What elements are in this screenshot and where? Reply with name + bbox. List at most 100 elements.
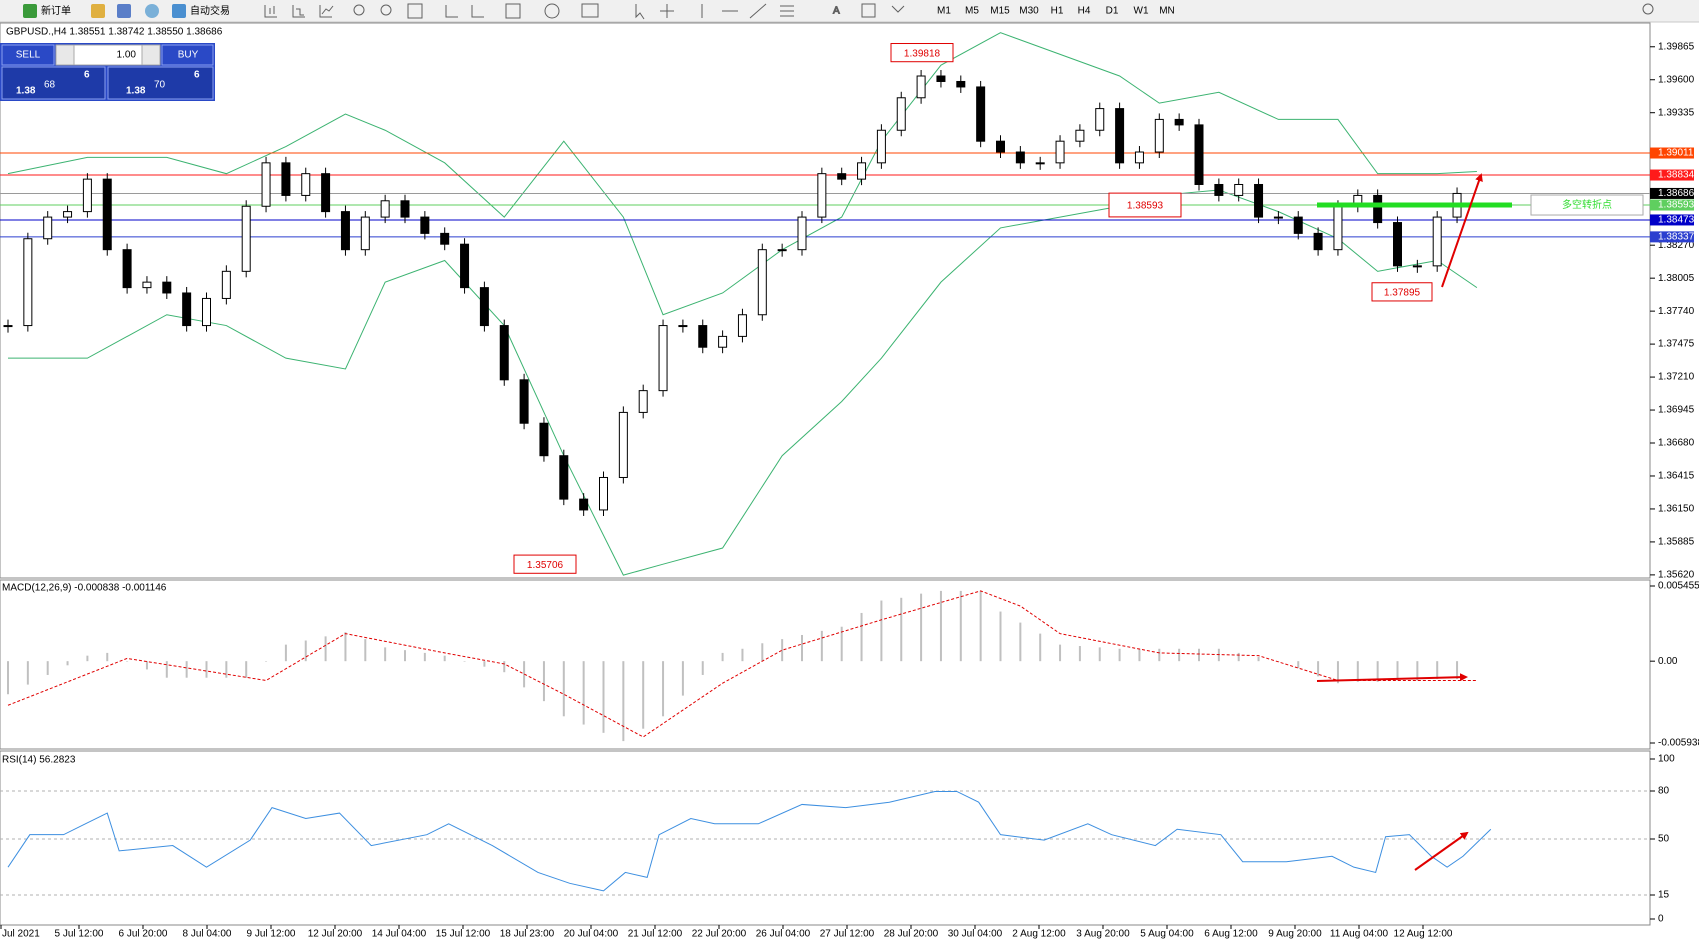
macd-histogram-bar bbox=[721, 652, 724, 662]
drawing-tools: A bbox=[264, 3, 1654, 20]
timeframe-button[interactable]: M5 bbox=[965, 6, 979, 17]
candle-icon[interactable] bbox=[292, 5, 305, 18]
lot-up[interactable] bbox=[141, 44, 161, 66]
cursor-icon[interactable] bbox=[635, 4, 645, 20]
macd-histogram-bar bbox=[523, 661, 526, 688]
y-tick-label: 1.36415 bbox=[1658, 471, 1695, 482]
sell-button[interactable] bbox=[1, 44, 55, 66]
templates-icon[interactable] bbox=[581, 3, 599, 18]
timeframe-button[interactable]: H1 bbox=[1051, 6, 1064, 17]
timeframe-button[interactable]: MN bbox=[1159, 6, 1175, 17]
bar-chart-icon[interactable] bbox=[264, 5, 277, 18]
y-tick-label: 1.36945 bbox=[1658, 405, 1695, 416]
periods-icon[interactable] bbox=[544, 3, 560, 19]
auto-trading-button[interactable]: 自动交易 bbox=[190, 4, 230, 17]
lot-value[interactable]: 1.00 bbox=[117, 50, 137, 61]
candle-body bbox=[1313, 232, 1323, 251]
candle-body bbox=[440, 232, 450, 245]
candle-body bbox=[420, 216, 430, 234]
macd-histogram-bar bbox=[880, 600, 883, 662]
indicators-icon[interactable] bbox=[505, 3, 521, 19]
zoom-out-icon[interactable] bbox=[380, 4, 392, 16]
crosshair-icon[interactable] bbox=[660, 4, 674, 18]
candle-body bbox=[936, 75, 946, 82]
trend-arrow bbox=[1414, 831, 1469, 871]
macd-histogram-bar bbox=[582, 661, 585, 725]
line-chart-icon[interactable] bbox=[319, 5, 334, 18]
macd-histogram-bar bbox=[1178, 648, 1181, 662]
arrows-tool-icon[interactable] bbox=[891, 5, 905, 13]
candle-body bbox=[122, 249, 132, 289]
timeframe-button[interactable]: M1 bbox=[937, 6, 951, 17]
candle-body bbox=[1134, 151, 1144, 164]
lot-down[interactable] bbox=[55, 44, 75, 66]
label-tool-icon[interactable] bbox=[861, 3, 876, 18]
candle-body bbox=[261, 162, 271, 207]
timeframe-button[interactable]: W1 bbox=[1134, 6, 1149, 17]
y-tick-label: 15 bbox=[1658, 890, 1670, 901]
macd-histogram-bar bbox=[741, 648, 744, 662]
macd-histogram-bar bbox=[1456, 661, 1459, 680]
macd-histogram-bar bbox=[761, 643, 764, 662]
x-tick-label: 11 Aug 04:00 bbox=[1330, 929, 1389, 940]
macd-histogram-bar bbox=[1098, 647, 1101, 662]
autoscroll-icon[interactable] bbox=[445, 5, 458, 18]
buy-price-box[interactable] bbox=[107, 66, 214, 100]
text-tool-icon[interactable]: A bbox=[833, 5, 841, 17]
macd-histogram-bar bbox=[165, 661, 168, 678]
candle-body bbox=[559, 455, 569, 500]
candle-body bbox=[519, 379, 529, 424]
timeframe-button[interactable]: H4 bbox=[1078, 6, 1091, 17]
sell-price-box[interactable] bbox=[1, 66, 106, 100]
candle-body bbox=[638, 390, 648, 413]
macd-histogram-bar bbox=[900, 597, 903, 662]
y-tick-label: 0.00 bbox=[1658, 656, 1678, 667]
macd-histogram-bar bbox=[999, 611, 1002, 662]
search-icon[interactable] bbox=[1642, 3, 1654, 15]
candle-body bbox=[82, 178, 92, 213]
macd-histogram-bar bbox=[126, 661, 129, 662]
macd-histogram-bar bbox=[324, 636, 327, 662]
macd-signal bbox=[7, 590, 1477, 738]
toolbar-icon[interactable] bbox=[117, 4, 131, 18]
macd-histogram-bar bbox=[860, 612, 863, 662]
new-order-button[interactable]: 新订单 bbox=[41, 4, 71, 17]
toolbar-icon[interactable] bbox=[91, 4, 105, 18]
chart-shift-icon[interactable] bbox=[471, 5, 484, 18]
macd-histogram-bar bbox=[1059, 644, 1062, 662]
timeframe-button[interactable]: M15 bbox=[990, 6, 1010, 17]
macd-histogram-bar bbox=[404, 650, 406, 662]
x-tick-label: 6 Jul 20:00 bbox=[119, 929, 168, 940]
macd-histogram-bar bbox=[1078, 646, 1081, 662]
candle-body bbox=[599, 476, 608, 511]
channel-icon[interactable] bbox=[780, 5, 794, 17]
trendline-icon[interactable] bbox=[749, 3, 767, 19]
sell-label[interactable]: SELL bbox=[16, 50, 41, 61]
price-level-tag bbox=[1650, 231, 1694, 243]
macd-histogram-bar bbox=[225, 661, 228, 678]
bollinger-lower bbox=[8, 189, 1478, 576]
price-annotation: 1.35706 bbox=[527, 560, 564, 571]
macd-histogram-bar bbox=[681, 661, 684, 696]
new-order-icon[interactable] bbox=[23, 4, 37, 18]
y-tick-label: 0 bbox=[1658, 914, 1664, 925]
candle-body bbox=[1115, 108, 1125, 164]
macd-histogram-bar bbox=[1317, 661, 1320, 677]
macd-histogram-bar bbox=[801, 634, 803, 662]
toolbar-icon[interactable] bbox=[145, 4, 159, 18]
tile-icon[interactable] bbox=[407, 3, 423, 19]
zoom-in-icon[interactable] bbox=[353, 4, 365, 16]
macd-histogram-bar bbox=[1039, 633, 1042, 662]
timeframe-button[interactable]: M30 bbox=[1019, 6, 1039, 17]
buy-button[interactable] bbox=[161, 44, 214, 66]
macd-histogram-bar bbox=[1118, 648, 1121, 662]
timeframe-button[interactable]: D1 bbox=[1106, 6, 1119, 17]
macd-histogram-bar bbox=[7, 661, 9, 695]
y-tick-label: 80 bbox=[1658, 786, 1670, 797]
macd-histogram-bar bbox=[662, 661, 665, 717]
candle-body bbox=[1015, 151, 1025, 164]
one-click-trading-panel: SELL 1.00 BUY 1.38 68 6 1.38 70 6 bbox=[0, 43, 215, 101]
buy-label[interactable]: BUY bbox=[178, 50, 199, 61]
auto-trading-icon[interactable] bbox=[172, 4, 186, 18]
